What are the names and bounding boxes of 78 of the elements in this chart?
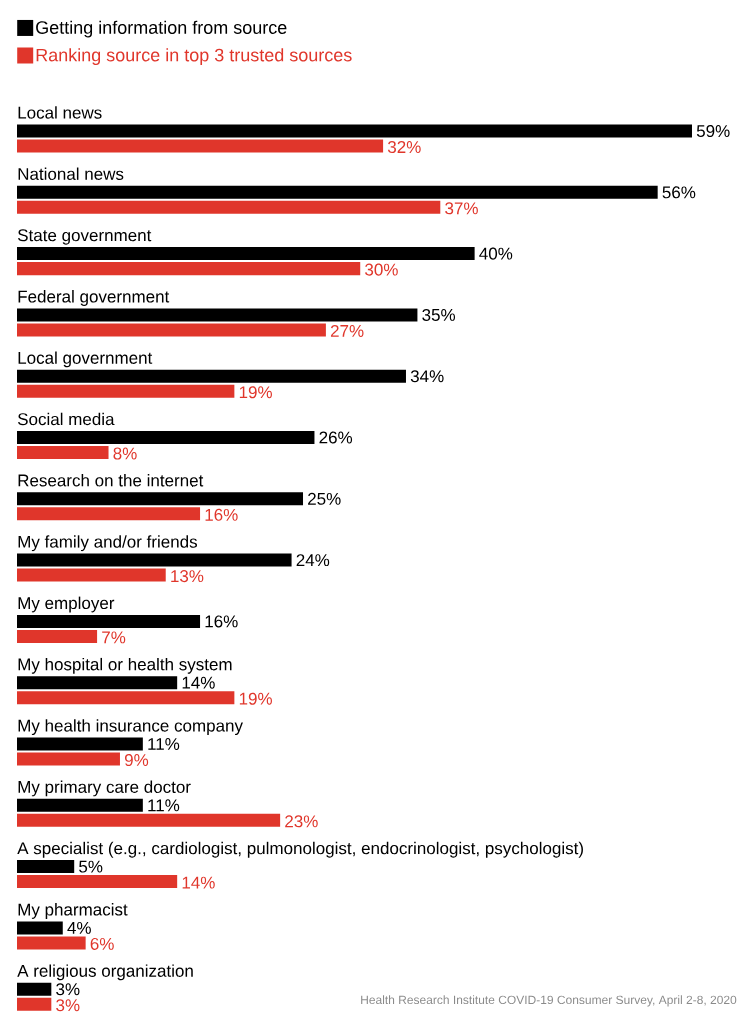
data-label: 6% xyxy=(90,937,114,950)
bar xyxy=(17,997,52,1011)
bar xyxy=(17,308,418,322)
data-label: 11% xyxy=(148,799,180,812)
bar xyxy=(17,185,658,199)
bar xyxy=(17,813,281,827)
data-label: 19% xyxy=(239,386,272,399)
bar xyxy=(17,798,143,812)
bar xyxy=(17,369,406,383)
data-label: 32% xyxy=(387,141,421,154)
bar xyxy=(17,139,384,153)
bar xyxy=(17,860,75,874)
y-tick-label: My family and/or friends xyxy=(18,535,198,552)
data-label: 24% xyxy=(296,554,330,567)
y-tick-label: State government xyxy=(17,229,152,245)
data-label: 14% xyxy=(182,676,215,689)
data-label: 40% xyxy=(479,247,513,260)
y-tick-label: My employer xyxy=(18,596,115,613)
y-tick-label: My hospital or health system xyxy=(18,657,232,674)
bar xyxy=(17,936,86,950)
y-tick-label: A religious organization xyxy=(17,964,193,981)
bar xyxy=(17,629,98,643)
annotation: Health Research Institute COVID-19 Consumer Survey, April 2-8, 2020 xyxy=(361,995,737,1007)
y-tick-label: Local government xyxy=(18,351,153,368)
data-label: 16% xyxy=(205,508,238,521)
bar xyxy=(17,384,235,398)
data-label: 9% xyxy=(124,754,149,767)
bar xyxy=(17,614,201,628)
bar xyxy=(17,752,120,766)
bar xyxy=(17,553,292,567)
data-label: 14% xyxy=(182,876,215,889)
data-label: 8% xyxy=(113,447,137,460)
data-label: 26% xyxy=(319,431,353,444)
bar xyxy=(17,431,315,445)
y-tick-label: My primary care doctor xyxy=(18,780,191,797)
data-label: 37% xyxy=(445,202,478,215)
legend-label: Ranking source in top 3 trusted sources xyxy=(36,48,352,65)
data-label: 3% xyxy=(56,999,80,1012)
bar xyxy=(17,247,475,261)
data-label: 3% xyxy=(56,983,80,996)
bar xyxy=(17,875,178,889)
legend-label: Getting information from source xyxy=(36,20,287,38)
bar xyxy=(17,492,304,506)
data-label: 5% xyxy=(79,860,103,873)
y-tick-label: Federal government xyxy=(18,290,170,306)
data-label: 59% xyxy=(696,125,730,138)
data-label: 35% xyxy=(422,308,456,321)
bar xyxy=(17,323,326,337)
y-tick-label: National news xyxy=(18,167,124,180)
y-tick-label: Local news xyxy=(18,106,102,119)
y-tick-label: My pharmacist xyxy=(18,903,128,919)
data-label: 56% xyxy=(662,186,696,199)
data-label: 27% xyxy=(330,324,364,337)
bar xyxy=(17,568,166,582)
bar xyxy=(17,982,52,996)
data-label: 13% xyxy=(171,570,204,583)
y-tick-label: Research on the internet xyxy=(18,474,204,487)
data-label: 7% xyxy=(102,631,126,644)
bar xyxy=(17,446,109,460)
data-label: 23% xyxy=(285,815,318,828)
bar xyxy=(17,691,235,705)
bar xyxy=(17,737,143,751)
y-tick-label: A specialist (e.g., cardiologist, pulmonologist, endocrinologist, psychologist) xyxy=(17,841,583,858)
bar xyxy=(17,262,361,276)
data-label: 4% xyxy=(67,921,91,934)
bar xyxy=(17,200,441,214)
y-tick-label: My health insurance company xyxy=(18,719,243,736)
data-label: 11% xyxy=(148,738,180,750)
bar xyxy=(17,507,201,521)
y-tick-label: Social media xyxy=(17,412,115,426)
bar xyxy=(17,124,692,138)
data-label: 25% xyxy=(308,492,341,505)
data-label: 19% xyxy=(239,692,272,705)
data-label: 34% xyxy=(410,370,444,383)
bar xyxy=(17,676,178,690)
data-label: 30% xyxy=(365,263,398,276)
bar xyxy=(17,921,63,935)
data-label: 16% xyxy=(205,615,238,628)
